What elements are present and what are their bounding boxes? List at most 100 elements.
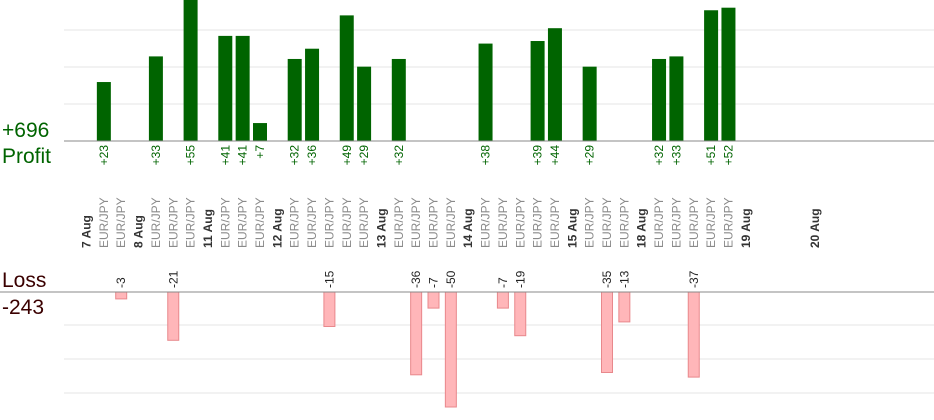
loss-bar — [514, 291, 527, 337]
pair-label: EUR/JPY — [496, 197, 510, 248]
profit-bar — [357, 66, 372, 141]
date-label: 11 Aug — [201, 209, 215, 248]
trade-bars — [96, 0, 736, 408]
profit-value-label: +36 — [305, 145, 319, 166]
pair-label: EUR/JPY — [322, 197, 336, 248]
loss-value-label: -50 — [444, 270, 458, 288]
profit-value-label: +33 — [669, 145, 683, 166]
pair-label: EUR/JPY — [114, 197, 128, 248]
pair-label: EUR/JPY — [392, 197, 406, 248]
profit-value-label: +32 — [392, 145, 406, 166]
date-label: 12 Aug — [270, 208, 284, 248]
pair-label: EUR/JPY — [305, 197, 319, 248]
pair-label: EUR/JPY — [721, 197, 735, 248]
pair-label: EUR/JPY — [548, 197, 562, 248]
loss-bar — [323, 291, 336, 327]
pair-label: EUR/JPY — [652, 197, 666, 248]
loss-label: Loss — [2, 269, 46, 292]
profit-bar — [96, 82, 111, 141]
loss-value-label: -36 — [409, 270, 423, 288]
pair-label: EUR/JPY — [444, 197, 458, 248]
loss-value-label: -15 — [322, 270, 336, 288]
loss-bar — [687, 291, 700, 378]
loss-value-label: -19 — [513, 270, 527, 288]
profit-bar — [218, 35, 233, 141]
profit-bar — [235, 35, 250, 141]
profit-value-label: +23 — [97, 145, 111, 166]
profit-value-label: +49 — [340, 145, 354, 166]
profit-bar — [391, 58, 406, 141]
profit-value-label: +39 — [531, 145, 545, 166]
pair-label: EUR/JPY — [669, 197, 683, 248]
profit-value-label: +29 — [583, 145, 597, 166]
profit-value-label: +32 — [288, 145, 302, 166]
date-label: 13 Aug — [374, 208, 388, 248]
pair-label: EUR/JPY — [617, 197, 631, 248]
date-label: 8 Aug — [132, 215, 146, 248]
pair-label: EUR/JPY — [253, 197, 267, 248]
profit-bar — [530, 41, 545, 141]
pair-label: EUR/JPY — [218, 197, 232, 248]
profit-bar — [478, 43, 493, 141]
pair-label: EUR/JPY — [97, 197, 111, 248]
profit-value-label: +52 — [721, 145, 735, 166]
loss-bar — [410, 291, 423, 376]
pair-label: EUR/JPY — [687, 197, 701, 248]
profit-bar — [183, 0, 198, 141]
date-label: 18 Aug — [635, 208, 649, 248]
loss-value-label: -35 — [600, 270, 614, 288]
profit-value-label: +55 — [184, 145, 198, 166]
pair-label: EUR/JPY — [583, 197, 597, 248]
loss-bar — [115, 291, 128, 300]
pair-label: EUR/JPY — [704, 197, 718, 248]
profit-bar — [339, 15, 354, 141]
pair-label: EUR/JPY — [479, 197, 493, 248]
profit-label: Profit — [2, 145, 51, 168]
profit-bar — [704, 10, 719, 141]
pair-label: EUR/JPY — [357, 197, 371, 248]
profit-bar — [582, 66, 597, 141]
pair-label: EUR/JPY — [288, 197, 302, 248]
grid-lines — [64, 29, 934, 394]
loss-bar — [601, 291, 613, 373]
profit-value-label: +44 — [548, 145, 562, 166]
loss-value-label: -7 — [427, 277, 441, 288]
profit-bar — [652, 58, 667, 141]
loss-value-label: -3 — [114, 277, 128, 288]
loss-bar — [167, 291, 180, 341]
pair-label: EUR/JPY — [531, 197, 545, 248]
pair-label: EUR/JPY — [340, 197, 354, 248]
profit-bar — [669, 56, 684, 141]
loss-value-label: -7 — [496, 277, 510, 288]
profit-bar — [287, 58, 302, 141]
trade-labels: 7 Aug 8 Aug 11 Aug 12 Aug 13 Aug 14 Aug 15 Aug… — [80, 145, 823, 288]
pair-label: EUR/JPY — [513, 197, 527, 248]
loss-bar — [618, 291, 631, 323]
loss-bar — [427, 291, 440, 309]
profit-value-label: +32 — [652, 145, 666, 166]
pair-label: EUR/JPY — [184, 197, 198, 248]
date-label: 19 Aug — [739, 208, 753, 248]
pair-label: EUR/JPY — [409, 197, 423, 248]
profit-bar — [305, 48, 320, 141]
loss-bar — [444, 291, 457, 408]
profit-value-label: +41 — [236, 145, 250, 166]
profit-value-label: +29 — [357, 145, 371, 166]
profit-bar — [253, 123, 267, 141]
pair-label: EUR/JPY — [427, 197, 441, 248]
loss-total: -243 — [2, 296, 44, 319]
profit-bar — [721, 7, 736, 142]
date-label: 15 Aug — [565, 208, 579, 248]
loss-value-label: -13 — [617, 270, 631, 288]
profit-bar — [547, 28, 562, 142]
loss-value-label: -21 — [166, 270, 180, 288]
date-label: 20 Aug — [808, 208, 822, 248]
loss-value-label: -37 — [687, 270, 701, 288]
profit-total: +696 — [2, 119, 49, 142]
profit-value-label: +41 — [218, 145, 232, 166]
profit-value-label: +33 — [149, 145, 163, 166]
loss-bar — [496, 291, 509, 309]
pair-label: EUR/JPY — [600, 197, 614, 248]
pair-label: EUR/JPY — [166, 197, 180, 248]
